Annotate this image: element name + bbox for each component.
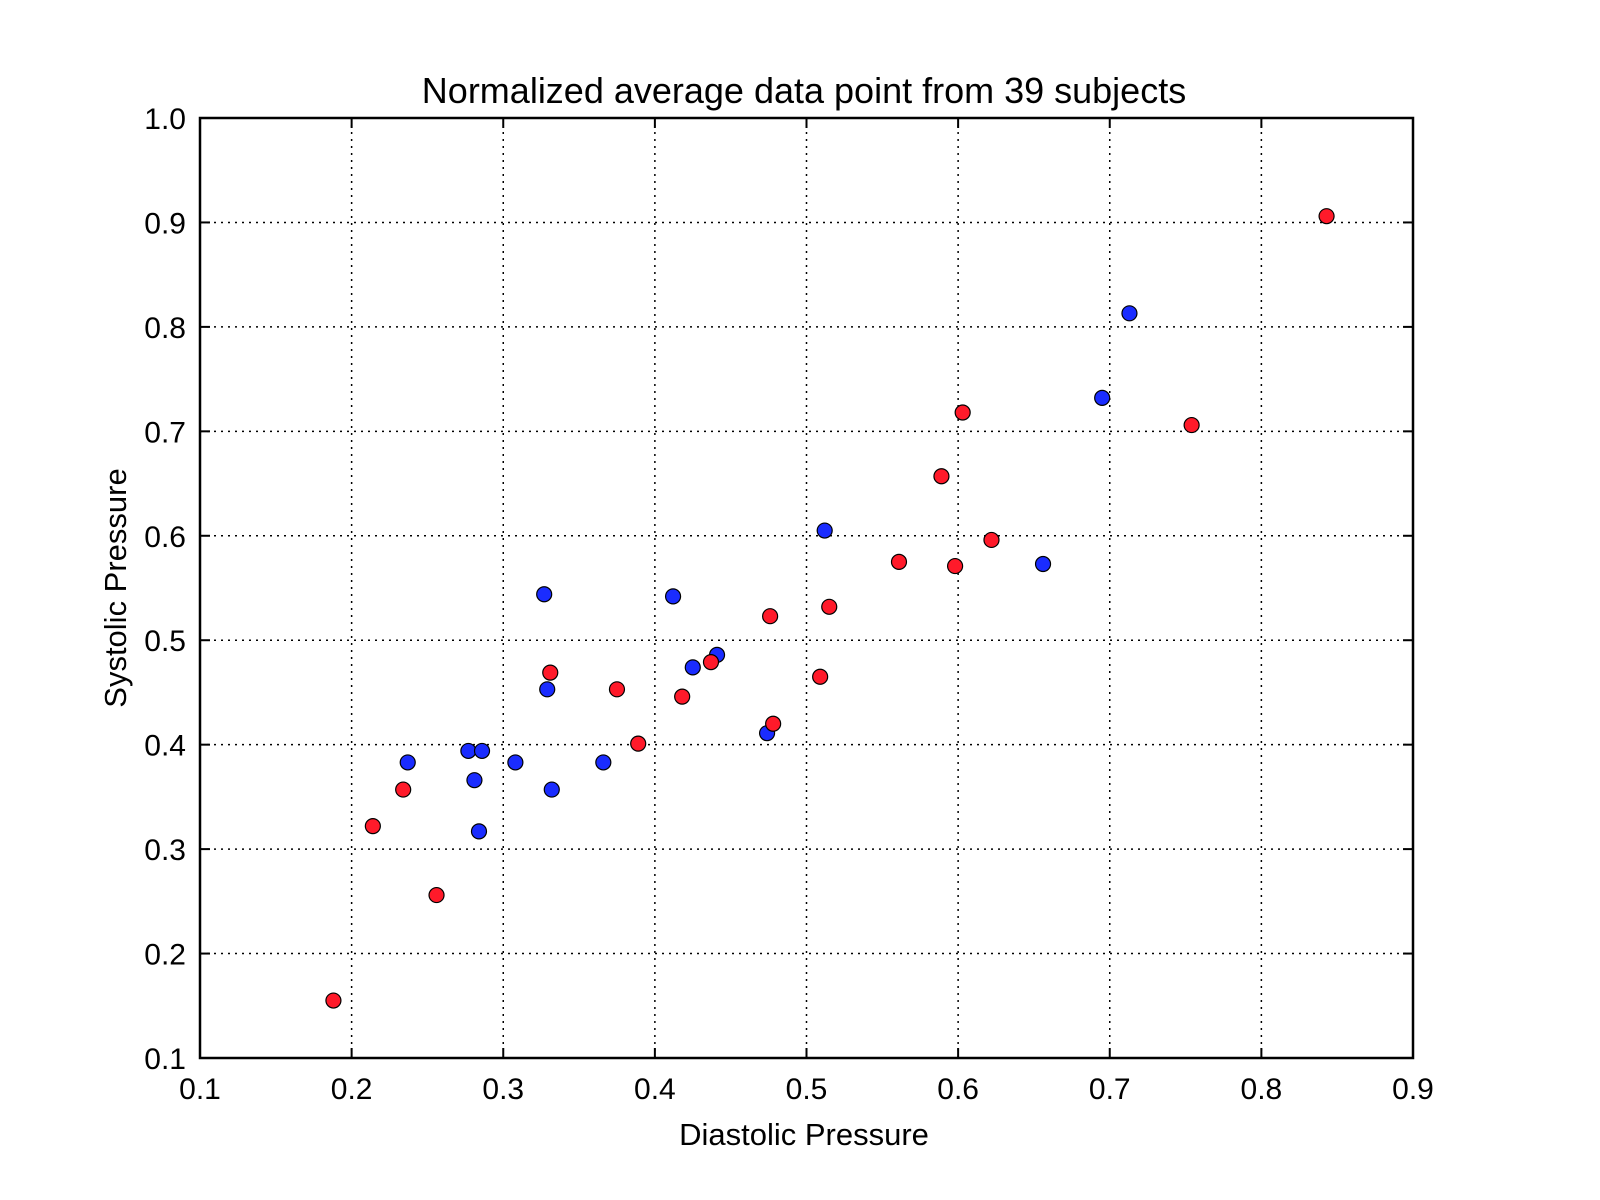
x-axis-label: Diastolic Pressure — [679, 1117, 929, 1152]
data-point-series-1 — [536, 586, 553, 603]
data-point-series-2 — [762, 608, 779, 625]
x-tick-label: 0.8 — [1241, 1073, 1283, 1106]
y-tick-label: 0.4 — [144, 730, 186, 763]
data-point-series-2 — [395, 781, 412, 798]
data-point-series-2 — [325, 992, 342, 1009]
data-point-series-1 — [399, 754, 416, 771]
data-point-series-2 — [630, 735, 647, 752]
data-point-series-2 — [765, 715, 782, 732]
data-point-series-2 — [933, 468, 950, 485]
data-point-series-2 — [702, 654, 720, 671]
data-point-series-1 — [1121, 305, 1138, 322]
y-tick-label: 0.8 — [144, 312, 186, 345]
data-point-series-1 — [539, 681, 556, 698]
data-point-series-2 — [1183, 416, 1200, 434]
x-tick-label: 0.6 — [937, 1073, 979, 1106]
y-tick-label: 0.3 — [144, 834, 186, 867]
data-point-series-1 — [595, 754, 612, 771]
data-point-series-2 — [954, 404, 971, 421]
y-tick-label: 1.0 — [144, 103, 186, 136]
data-point-series-1 — [684, 659, 701, 676]
x-tick-label: 0.9 — [1392, 1073, 1434, 1106]
data-point-series-1 — [816, 522, 833, 539]
data-point-series-1 — [1094, 389, 1111, 407]
data-point-series-2 — [890, 553, 908, 570]
x-tick-label: 0.3 — [482, 1073, 524, 1106]
data-point-series-1 — [543, 781, 560, 798]
data-point-series-1 — [466, 772, 483, 789]
y-tick-label: 0.7 — [144, 416, 186, 449]
data-point-series-2 — [983, 531, 1000, 549]
data-points — [325, 208, 1335, 1009]
data-point-series-2 — [364, 818, 381, 835]
y-tick-label: 0.2 — [144, 939, 186, 972]
chart-title: Normalized average data point from 39 su… — [422, 70, 1186, 111]
data-point-series-2 — [946, 557, 964, 575]
y-tick-label: 0.5 — [144, 625, 186, 658]
data-point-series-2 — [608, 681, 626, 698]
x-tick-label: 0.2 — [331, 1073, 373, 1106]
data-point-series-1 — [1034, 555, 1052, 573]
x-tick-label: 0.4 — [634, 1073, 676, 1106]
data-point-series-2 — [812, 668, 829, 685]
data-point-series-1 — [507, 754, 524, 771]
data-point-series-1 — [470, 823, 488, 840]
data-point-series-2 — [542, 664, 559, 681]
data-point-series-1 — [664, 588, 682, 605]
data-point-series-2 — [821, 598, 838, 615]
x-tick-label: 0.7 — [1089, 1073, 1131, 1106]
y-tick-label: 0.6 — [144, 521, 186, 554]
data-point-series-1 — [473, 742, 491, 760]
grid-lines — [200, 118, 1413, 1058]
x-tick-label: 0.5 — [786, 1073, 828, 1106]
data-point-series-2 — [1318, 208, 1335, 225]
x-tick-label: 0.1 — [179, 1073, 221, 1106]
data-point-series-1 — [460, 742, 477, 760]
y-tick-label: 0.1 — [144, 1043, 186, 1076]
y-axis-label: Systolic Pressure — [98, 468, 133, 707]
data-point-series-2 — [428, 886, 445, 904]
y-tick-label: 0.9 — [144, 207, 186, 240]
axis-ticks: 0.1 0.2 0.3 0.4 0.5 0.6 0.7 0.8 0.9 0.1 0.2 0.3 0.4 0… — [144, 103, 1434, 1106]
data-point-series-2 — [674, 688, 691, 705]
